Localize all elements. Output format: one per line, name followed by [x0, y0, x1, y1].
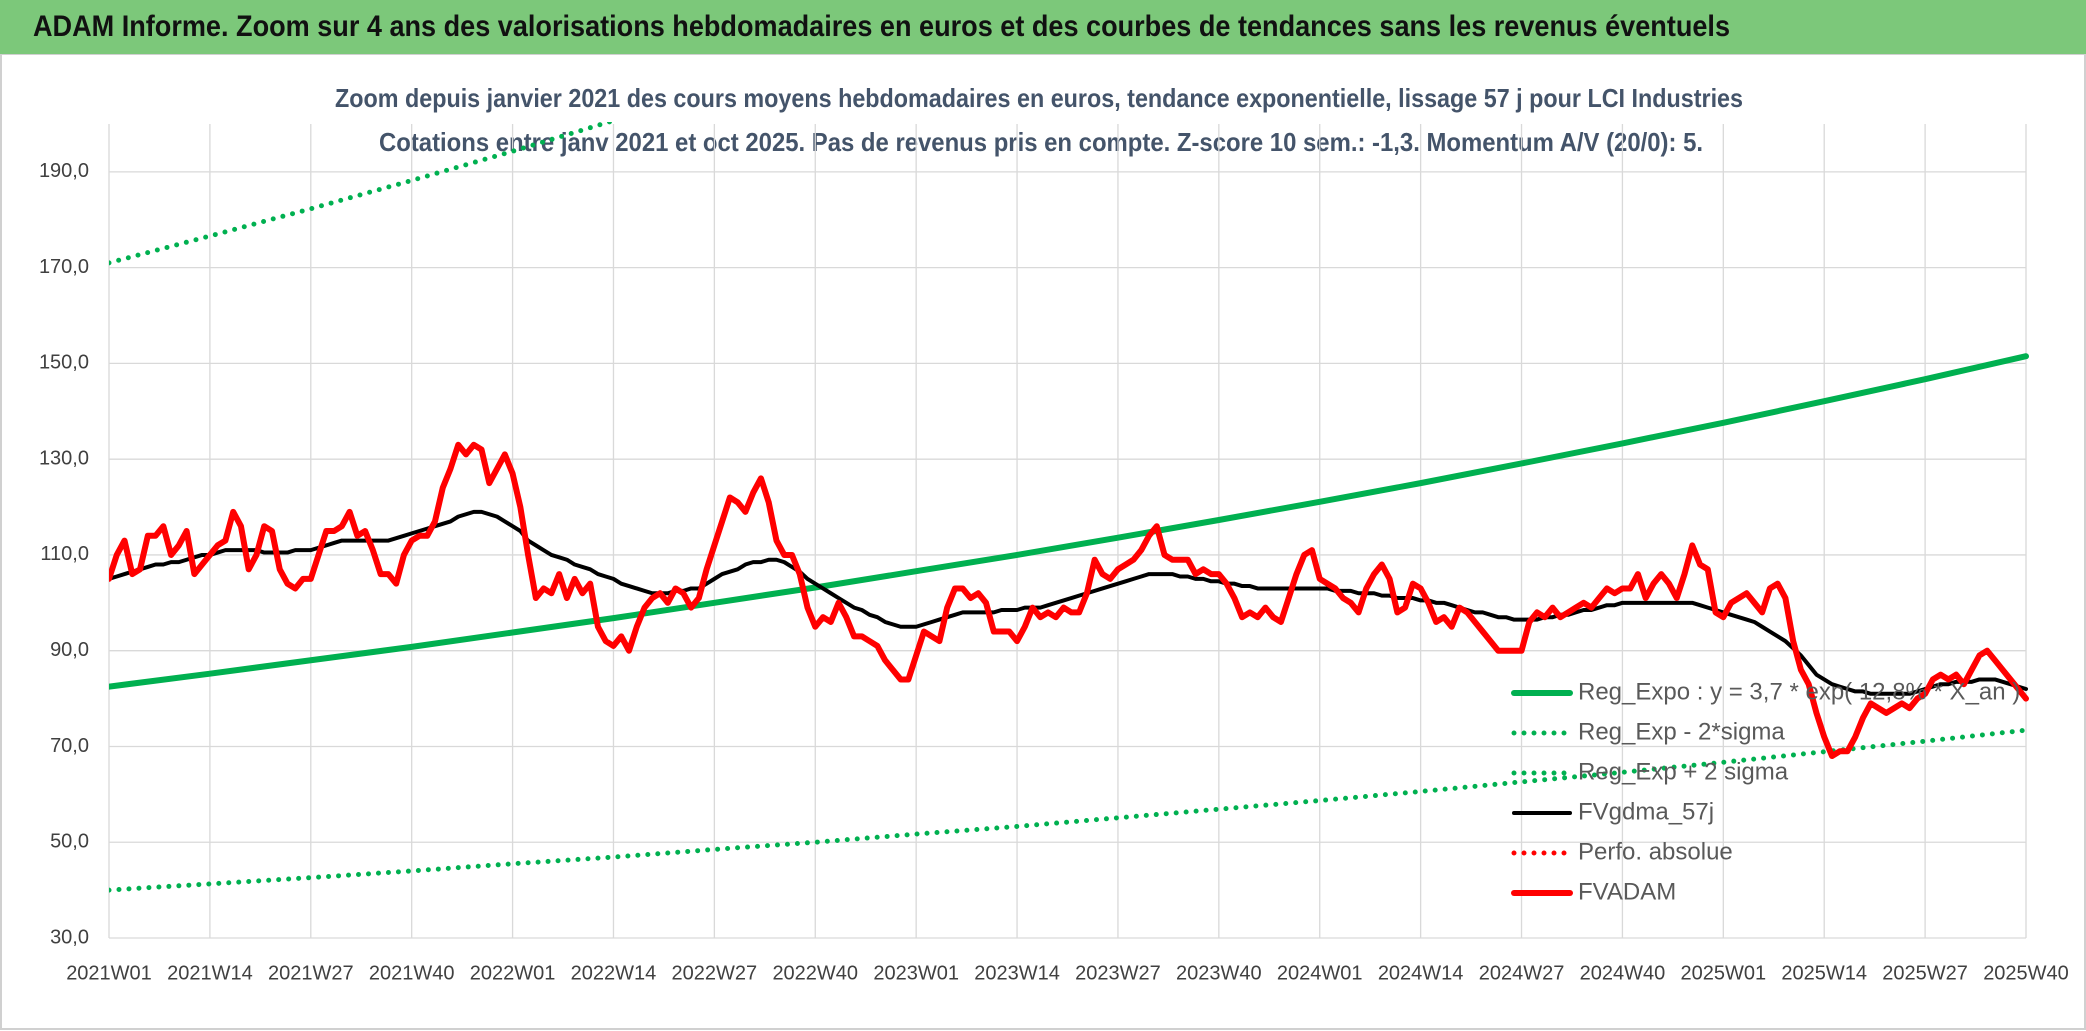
plot-area	[109, 122, 2029, 893]
legend-label: Perfo. absolue	[1578, 838, 1733, 865]
legend-label: Reg_Expo : y = 3,7 * exp( 12,8% * X_an )	[1578, 678, 2020, 705]
x-tick-label: 2023W01	[873, 962, 959, 984]
x-tick-label: 2025W27	[1882, 962, 1968, 984]
x-tick-label: 2021W01	[66, 962, 152, 984]
x-tick-label: 2024W27	[1479, 962, 1565, 984]
series-line	[109, 441, 2029, 760]
x-tick-label: 2023W14	[974, 962, 1060, 984]
y-tick-label: 190,0	[39, 160, 89, 182]
x-tick-label: 2023W27	[1075, 962, 1161, 984]
x-tick-label: 2021W27	[268, 962, 354, 984]
x-tick-label: 2025W14	[1781, 962, 1867, 984]
legend-label: Reg_Exp + 2 sigma	[1578, 758, 1789, 785]
y-tick-label: 70,0	[50, 735, 89, 757]
y-tick-label: 150,0	[39, 352, 89, 374]
title-bar	[0, 0, 2086, 54]
x-tick-label: 2021W40	[369, 962, 455, 984]
y-tick-label: 50,0	[50, 831, 89, 853]
y-tick-label: 30,0	[50, 926, 89, 948]
y-tick-label: 110,0	[40, 543, 89, 565]
y-tick-label: 130,0	[39, 447, 89, 469]
subtitle: Zoom depuis janvier 2021 des cours moyen…	[335, 83, 1743, 113]
series-line	[109, 727, 2029, 893]
x-tick-label: 2024W14	[1378, 962, 1464, 984]
x-tick-label: 2023W40	[1176, 962, 1262, 984]
x-tick-label: 2022W14	[571, 962, 657, 984]
chart-title: ADAM Informe. Zoom sur 4 ans des valoris…	[33, 10, 1730, 43]
y-tick-label: 170,0	[39, 256, 89, 278]
legend-label: FVgdma_57j	[1578, 798, 1714, 825]
series-line	[109, 122, 618, 266]
legend-label: Reg_Exp - 2*sigma	[1578, 718, 1785, 745]
x-tick-label: 2022W01	[470, 962, 556, 984]
legend-label: FVADAM	[1578, 878, 1676, 905]
y-tick-label: 90,0	[50, 639, 89, 661]
x-tick-label: 2024W01	[1277, 962, 1363, 984]
series-line	[109, 353, 2029, 690]
x-tick-label: 2022W27	[672, 962, 758, 984]
x-tick-label: 2025W40	[1983, 962, 2069, 984]
x-tick-label: 2024W40	[1580, 962, 1666, 984]
x-tick-label: 2022W40	[772, 962, 858, 984]
x-tick-label: 2021W14	[167, 962, 253, 984]
subtitle: Cotations entre janv 2021 et oct 2025. P…	[379, 127, 1703, 157]
x-tick-label: 2025W01	[1681, 962, 1767, 984]
